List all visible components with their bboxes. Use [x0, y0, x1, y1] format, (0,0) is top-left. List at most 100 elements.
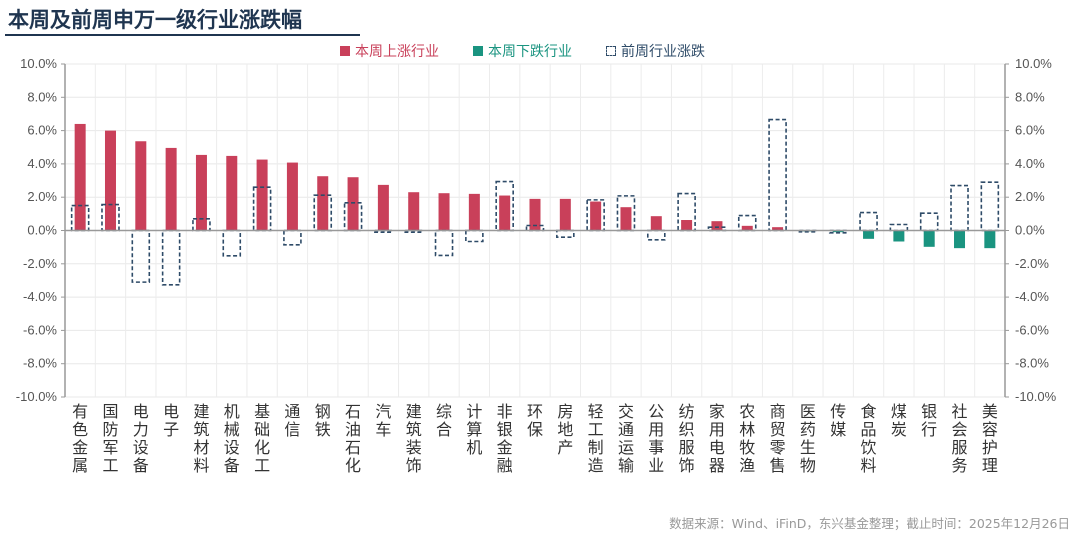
bar-current-week	[165, 147, 177, 231]
x-tick-label: 医药生物	[800, 402, 816, 475]
bar-current-week	[256, 159, 268, 231]
y-tick-left: -6.0%	[23, 322, 57, 337]
bar-previous-week	[586, 199, 605, 232]
y-tick-left: 6.0%	[27, 123, 57, 138]
x-tick-label: 煤炭	[891, 402, 907, 439]
x-tick-label: 电子	[163, 402, 179, 439]
y-tick-left: 10.0%	[20, 56, 57, 71]
x-tick-label: 国防军工	[102, 402, 118, 475]
x-tick-label: 建筑装饰	[406, 402, 422, 475]
legend-label-down: 本周下跌行业	[488, 44, 572, 60]
bar-current-week	[893, 230, 905, 242]
y-tick-right: 2.0%	[1015, 189, 1045, 204]
legend: 本周上涨行业 本周下跌行业 前周行业涨跌	[340, 41, 705, 61]
y-tick-left: -4.0%	[23, 289, 57, 304]
legend-label-prev: 前周行业涨跌	[621, 44, 705, 60]
y-tick-left: 8.0%	[27, 89, 57, 104]
bar-previous-week	[434, 229, 454, 257]
bar-previous-week	[283, 229, 302, 246]
x-tick-label: 轻工制造	[588, 402, 604, 475]
bar-previous-week	[980, 181, 1000, 232]
y-tick-right: -10.0%	[1015, 389, 1057, 404]
y-tick-left: 2.0%	[27, 189, 57, 204]
y-tick-right: 10.0%	[1015, 56, 1052, 71]
x-tick-label: 纺织服饰	[679, 402, 695, 475]
chart-title: 本周及前周申万一级行业涨跌幅	[8, 8, 302, 32]
bar-current-week	[863, 230, 875, 239]
bar-previous-week	[889, 223, 909, 232]
x-tick-label: 非银金融	[497, 402, 513, 475]
bar-current-week	[408, 192, 420, 231]
x-tick-label: 商贸零售	[770, 402, 786, 475]
source-note: 数据来源：Wind、iFinD，东兴基金整理；截止时间：2025年12月26日	[669, 516, 1070, 531]
bar-previous-week	[465, 229, 484, 243]
x-tick-label: 建筑材料	[193, 402, 209, 475]
bar-current-week	[559, 198, 571, 231]
x-tick-label: 有色金属	[72, 402, 88, 475]
bar-current-week	[772, 227, 784, 231]
bar-current-week	[74, 123, 86, 231]
y-tick-right: 0.0%	[1015, 223, 1045, 238]
bar-previous-week	[192, 218, 211, 232]
bar-previous-week	[950, 184, 969, 232]
legend-label-up: 本周上涨行业	[355, 44, 439, 60]
bar-current-week	[741, 225, 753, 231]
x-tick-label: 房地产	[557, 402, 573, 457]
legend-item-down: 本周下跌行业	[473, 41, 572, 61]
bar-current-week	[832, 230, 844, 233]
y-tick-right: -8.0%	[1015, 356, 1049, 371]
bar-current-week	[226, 155, 238, 231]
bar-previous-week	[161, 229, 181, 286]
x-tick-label: 交通运输	[618, 402, 634, 475]
bar-current-week	[135, 141, 147, 231]
x-tick-label: 公用事业	[648, 402, 664, 475]
bar-current-week	[529, 198, 541, 231]
y-tick-right: -4.0%	[1015, 289, 1049, 304]
bar-previous-week	[768, 118, 787, 232]
legend-swatch-up	[340, 46, 350, 56]
bar-current-week	[347, 177, 359, 231]
bar-current-week	[590, 201, 602, 231]
bar-current-week	[954, 230, 966, 249]
bar-current-week	[984, 230, 996, 249]
y-tick-right: -2.0%	[1015, 256, 1049, 271]
bar-current-week	[650, 216, 662, 231]
x-tick-label: 计算机	[466, 402, 482, 457]
y-tick-left: -2.0%	[23, 256, 57, 271]
bar-previous-week	[70, 204, 90, 232]
legend-item-up: 本周上涨行业	[340, 41, 439, 61]
bar-current-week	[681, 220, 693, 231]
y-tick-right: 6.0%	[1015, 123, 1045, 138]
y-tick-right: 8.0%	[1015, 89, 1045, 104]
y-tick-left: -8.0%	[23, 356, 57, 371]
x-tick-label: 通信	[284, 402, 300, 439]
x-tick-label: 食品饮料	[861, 402, 877, 475]
x-tick-label: 农林牧渔	[739, 402, 755, 475]
bar-previous-week	[859, 211, 878, 232]
bar-current-week	[620, 207, 632, 231]
legend-swatch-down	[473, 46, 483, 56]
x-tick-label: 石油石化	[345, 402, 361, 475]
x-tick-label: 银行	[921, 402, 937, 439]
bar-previous-week	[525, 224, 545, 232]
bar-previous-week	[919, 212, 939, 232]
x-tick-label: 电力设备	[133, 402, 149, 475]
legend-swatch-prev	[606, 46, 616, 56]
bar-current-week	[377, 184, 389, 231]
title-underline	[5, 34, 360, 36]
x-tick-label: 传媒	[830, 402, 846, 439]
y-tick-right: 4.0%	[1015, 156, 1045, 171]
x-tick-label: 家用电器	[709, 402, 725, 475]
bar-current-week	[195, 154, 207, 231]
bar-current-week	[104, 130, 116, 231]
x-tick-label: 机械设备	[224, 402, 240, 475]
x-tick-label: 钢铁	[315, 402, 331, 439]
x-tick-label: 美容护理	[982, 402, 998, 475]
legend-item-prev: 前周行业涨跌	[606, 41, 705, 61]
x-tick-label: 综合	[436, 402, 452, 439]
bar-previous-week	[556, 229, 575, 238]
y-tick-left: -10.0%	[16, 389, 58, 404]
bar-current-week	[711, 221, 723, 231]
x-tick-label: 基础化工	[254, 402, 270, 475]
